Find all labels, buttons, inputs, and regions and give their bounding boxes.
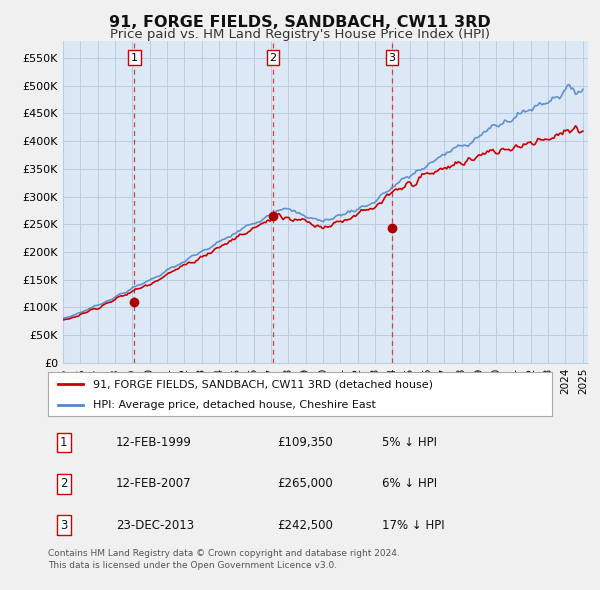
Text: 6% ↓ HPI: 6% ↓ HPI (382, 477, 437, 490)
Text: 12-FEB-1999: 12-FEB-1999 (116, 436, 192, 449)
Text: 1: 1 (60, 436, 67, 449)
Text: 91, FORGE FIELDS, SANDBACH, CW11 3RD (detached house): 91, FORGE FIELDS, SANDBACH, CW11 3RD (de… (94, 379, 433, 389)
Text: £242,500: £242,500 (278, 519, 334, 532)
Text: 12-FEB-2007: 12-FEB-2007 (116, 477, 191, 490)
Text: 2: 2 (269, 53, 277, 63)
Text: 5% ↓ HPI: 5% ↓ HPI (382, 436, 437, 449)
Text: 91, FORGE FIELDS, SANDBACH, CW11 3RD: 91, FORGE FIELDS, SANDBACH, CW11 3RD (109, 15, 491, 30)
Text: 3: 3 (60, 519, 67, 532)
Text: £109,350: £109,350 (278, 436, 334, 449)
Text: 3: 3 (388, 53, 395, 63)
Text: 1: 1 (131, 53, 138, 63)
Text: Contains HM Land Registry data © Crown copyright and database right 2024.
This d: Contains HM Land Registry data © Crown c… (48, 549, 400, 569)
Text: 23-DEC-2013: 23-DEC-2013 (116, 519, 194, 532)
Text: 2: 2 (60, 477, 67, 490)
Text: 17% ↓ HPI: 17% ↓ HPI (382, 519, 445, 532)
Text: £265,000: £265,000 (278, 477, 334, 490)
Text: Price paid vs. HM Land Registry's House Price Index (HPI): Price paid vs. HM Land Registry's House … (110, 28, 490, 41)
Text: HPI: Average price, detached house, Cheshire East: HPI: Average price, detached house, Ches… (94, 400, 376, 410)
